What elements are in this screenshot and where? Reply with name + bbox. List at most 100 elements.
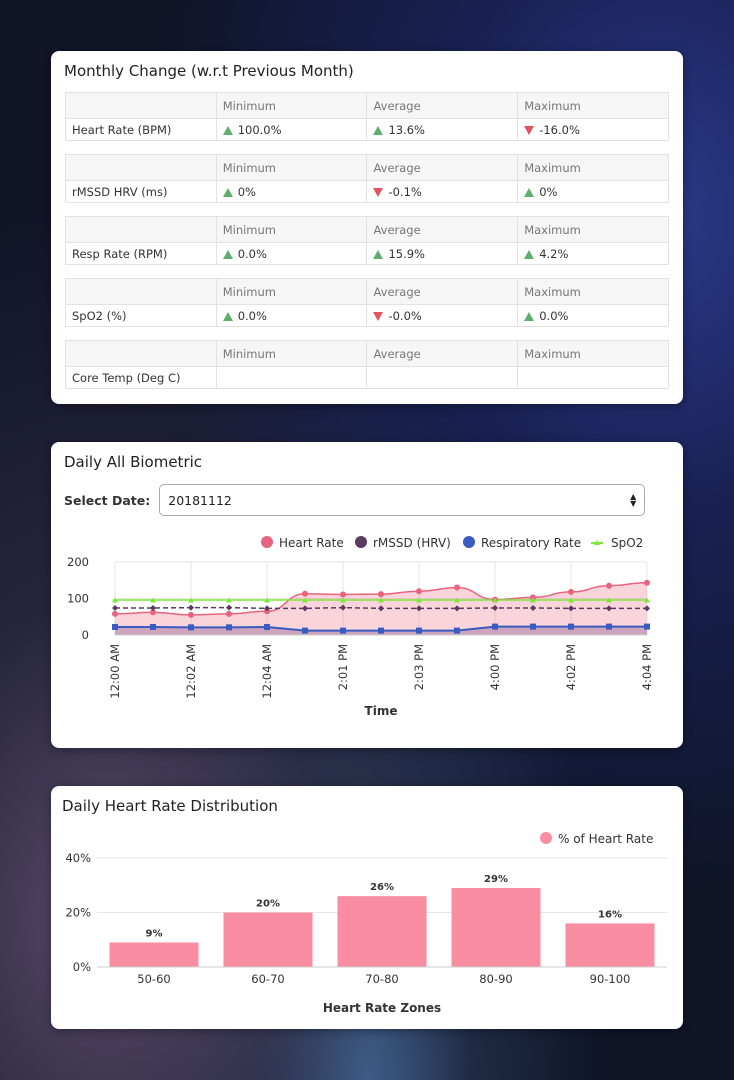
metric-label: Resp Rate (RPM) xyxy=(65,242,217,265)
arrow-down-icon xyxy=(373,187,384,197)
x-tick-label: 12:00 AM xyxy=(108,644,122,699)
column-header: Minimum xyxy=(215,216,368,243)
metric-label: rMSSD HRV (ms) xyxy=(65,180,217,203)
arrow-up-icon xyxy=(373,249,384,259)
legend-label: rMSSD (HRV) xyxy=(373,536,451,550)
metric-label: Core Temp (Deg C) xyxy=(65,366,217,389)
spo2-point xyxy=(112,597,118,603)
hrv-point xyxy=(416,605,422,612)
bar-value-label: 16% xyxy=(598,909,622,920)
x-tick-label: 60-70 xyxy=(251,972,284,986)
metric-change-cell xyxy=(517,366,669,389)
heart-rate-point xyxy=(530,594,536,601)
x-axis-title: Time xyxy=(365,704,398,718)
metric-change-cell: 15.9% xyxy=(366,242,519,265)
change-value: 4.2% xyxy=(539,246,569,261)
bar-value-label: 9% xyxy=(146,928,163,939)
bar-value-label: 20% xyxy=(256,899,280,910)
metric-change-cell: 4.2% xyxy=(517,242,669,265)
y-tick-label: 100 xyxy=(67,592,89,606)
change-value: -0.0% xyxy=(388,308,422,323)
x-tick-label: 50-60 xyxy=(137,972,170,986)
histogram-bar xyxy=(451,887,541,967)
metric-change-cell: 0% xyxy=(215,180,368,203)
hrv-point xyxy=(264,605,270,612)
y-tick-label: 20% xyxy=(65,906,91,920)
metric-table: Minimum Average Maximum SpO2 (%) 0.0% -0.0% 0.… xyxy=(65,278,669,327)
spo2-point xyxy=(378,597,384,603)
change-value: 100.0% xyxy=(237,122,282,137)
column-header: Average xyxy=(366,278,519,305)
heart-rate-point xyxy=(416,588,422,595)
change-value: -16.0% xyxy=(539,122,580,137)
metric-change-cell xyxy=(366,366,519,389)
legend-marker xyxy=(463,536,475,548)
legend-label: SpO2 xyxy=(611,536,643,550)
x-tick-label: 12:02 AM xyxy=(184,644,198,699)
change-value: 0.0% xyxy=(237,246,267,261)
column-header: Maximum xyxy=(517,92,669,119)
hrv-point xyxy=(150,604,156,611)
legend-marker xyxy=(540,832,552,844)
hrv-point xyxy=(454,605,460,612)
respiratory-rate-point xyxy=(302,627,308,634)
spo2-point xyxy=(644,597,650,603)
header-blank-cell xyxy=(65,216,217,243)
arrow-up-icon xyxy=(222,187,233,197)
x-tick-label: 80-90 xyxy=(479,972,512,986)
arrow-up-icon xyxy=(222,311,233,321)
change-value: 0% xyxy=(539,184,558,199)
column-header: Maximum xyxy=(517,154,669,181)
change-value: 0% xyxy=(237,184,256,199)
header-blank-cell xyxy=(65,92,217,119)
respiratory-rate-point xyxy=(492,623,498,630)
heart-rate-point xyxy=(302,590,308,597)
respiratory-rate-point xyxy=(378,627,384,634)
change-value: -0.1% xyxy=(388,184,422,199)
heart-rate-point xyxy=(606,582,612,589)
heart-rate-point xyxy=(340,591,346,598)
spo2-point xyxy=(226,597,232,603)
x-tick-label: 2:03 PM xyxy=(412,644,426,690)
legend-marker xyxy=(261,536,273,548)
histogram-bar xyxy=(565,923,655,967)
heart-rate-point xyxy=(226,610,232,617)
change-value: 0.0% xyxy=(237,308,267,323)
respiratory-rate-point xyxy=(150,623,156,630)
heart-rate-point xyxy=(188,611,194,618)
arrow-up-icon xyxy=(524,249,535,259)
hrv-point xyxy=(568,605,574,612)
distribution-title: Daily Heart Rate Distribution xyxy=(62,797,278,815)
respiratory-rate-point xyxy=(340,627,346,634)
hrv-point xyxy=(340,604,346,611)
respiratory-rate-point xyxy=(454,627,460,634)
metric-change-cell: 100.0% xyxy=(215,118,368,141)
metric-label: Heart Rate (BPM) xyxy=(65,118,217,141)
date-select[interactable]: 20181112 ▲ ▼ xyxy=(159,484,646,516)
biometric-line-chart: Heart Rate rMSSD (HRV) Respiratory Rate SpO… xyxy=(67,536,654,718)
change-value: 0.0% xyxy=(539,308,569,323)
x-tick-label: 90-100 xyxy=(590,972,631,986)
heart-rate-point xyxy=(644,579,650,586)
respiratory-rate-point xyxy=(606,623,612,630)
respiratory-rate-point xyxy=(264,623,270,630)
daily-biometric-title: Daily All Biometric xyxy=(64,453,203,471)
hrv-point xyxy=(606,605,612,612)
spo2-point xyxy=(150,597,156,603)
x-axis-title: Heart Rate Zones xyxy=(323,1001,441,1015)
column-header: Maximum xyxy=(517,278,669,305)
metric-change-cell: 0% xyxy=(517,180,669,203)
hrv-point xyxy=(188,604,194,611)
respiratory-rate-point xyxy=(644,623,650,630)
change-value: 13.6% xyxy=(388,122,425,137)
select-updown-icon: ▲ ▼ xyxy=(630,492,637,508)
daily-biometric-card: Daily All Biometric Select Date: 2018111… xyxy=(51,442,683,748)
spo2-point xyxy=(492,597,498,603)
spo2-point xyxy=(606,597,612,603)
spo2-point xyxy=(568,597,574,603)
metric-table: Minimum Average Maximum Core Temp (Deg C) xyxy=(65,340,669,389)
legend-label: % of Heart Rate xyxy=(558,832,653,846)
header-blank-cell xyxy=(65,278,217,305)
histogram-bar xyxy=(337,896,427,967)
hrv-point xyxy=(644,605,650,612)
